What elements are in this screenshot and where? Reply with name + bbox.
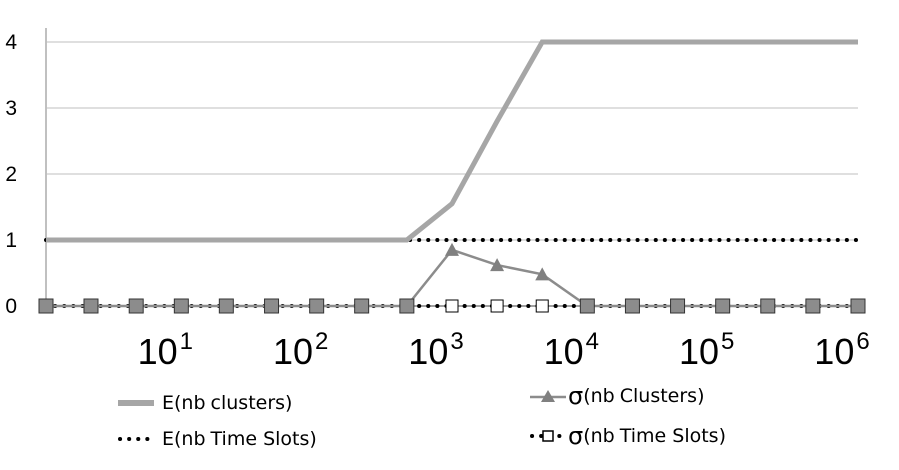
x-tick-label-6: 106 — [814, 328, 869, 372]
y-axis-ticks: 0 1 2 3 4 — [5, 31, 17, 318]
legend-sigma-clusters: σ (nb Clusters) — [530, 382, 704, 410]
x-axis-ticks: 101 102 103 104 105 106 — [138, 328, 870, 372]
x-tick-label-1: 101 — [138, 328, 193, 372]
legend-e-clusters-rest: clusters) — [210, 392, 293, 414]
sigma-clusters-point-14 — [670, 298, 686, 314]
legend-sigma-clusters-rest: Clusters) — [619, 385, 705, 407]
series-e-clusters-line — [46, 39, 858, 243]
sigma-clusters-point-5 — [264, 298, 280, 314]
x-tick-exponent-4: 4 — [586, 328, 599, 355]
legend-sigma-clusters-sigma: σ — [568, 382, 584, 410]
x-tick-label-5: 105 — [679, 328, 734, 372]
legend-sigma-clusters-prefix: (nb — [583, 385, 615, 407]
y-tick-label-0: 0 — [5, 295, 17, 318]
sigma-clusters-point-6 — [309, 298, 325, 314]
x-tick-label-4: 104 — [544, 328, 599, 372]
y-tick-label-4: 4 — [5, 31, 17, 54]
x-tick-exponent-2: 2 — [315, 328, 328, 355]
series-sigma-clusters-line — [46, 248, 858, 308]
sigma-clusters-point-1 — [83, 298, 99, 314]
legend-sigma-timeslots: σ (nb Time Slots) — [530, 422, 726, 450]
x-tick-label-2: 102 — [273, 328, 328, 372]
legend-e-timeslots: E(nb Time Slots) — [118, 428, 317, 450]
legend-sigma-timeslots-sigma: σ — [568, 422, 584, 450]
series-layer — [38, 39, 866, 314]
legend-sigma-timeslots-symbol — [530, 430, 566, 442]
sigma-clusters-point-18 — [850, 298, 866, 314]
x-tick-exponent-3: 3 — [450, 328, 463, 355]
y-tick-label-1: 1 — [5, 229, 17, 252]
legend-sigma-clusters-symbol — [530, 390, 566, 402]
sigma-timeslots-point-9 — [445, 299, 459, 313]
y-tick-label-3: 3 — [5, 97, 17, 120]
legend-e-clusters-symbol — [118, 400, 154, 406]
legend-e-clusters-prefix: E(nb — [162, 392, 206, 414]
sigma-timeslots-point-10 — [490, 299, 504, 313]
x-tick-exponent-6: 6 — [856, 328, 869, 355]
sigma-clusters-point-15 — [715, 298, 731, 314]
sigma-clusters-point-2 — [128, 298, 144, 314]
sigma-clusters-point-8 — [399, 298, 415, 314]
sigma-clusters-point-13 — [624, 298, 640, 314]
sigma-clusters-point-4 — [218, 298, 234, 314]
x-tick-exponent-5: 5 — [721, 328, 734, 355]
sigma-clusters-point-10 — [490, 258, 505, 272]
sigma-clusters-point-3 — [173, 298, 189, 314]
sigma-clusters-point-11 — [535, 267, 550, 281]
y-tick-label-2: 2 — [5, 163, 17, 186]
legend-sigma-timeslots-prefix: (nb — [583, 425, 615, 447]
legend-sigma-timeslots-rest: Time Slots) — [619, 425, 726, 447]
legend-e-timeslots-symbol — [118, 437, 154, 441]
sigma-clusters-point-17 — [805, 298, 821, 314]
x-tick-exponent-1: 1 — [180, 328, 193, 355]
sigma-timeslots-point-11 — [535, 299, 549, 313]
sigma-clusters-point-16 — [760, 298, 776, 314]
x-tick-label-3: 103 — [408, 328, 463, 372]
sigma-clusters-point-0 — [38, 298, 54, 314]
grid — [45, 28, 864, 307]
sigma-clusters-point-12 — [579, 298, 595, 314]
sigma-clusters-point-7 — [354, 298, 370, 314]
legend-e-clusters: E(nb clusters) — [118, 392, 292, 414]
sigma-clusters-point-9 — [445, 242, 459, 256]
legend-e-timeslots-prefix: E(nb — [162, 428, 206, 450]
legend-e-timeslots-rest: Time Slots) — [210, 428, 317, 450]
